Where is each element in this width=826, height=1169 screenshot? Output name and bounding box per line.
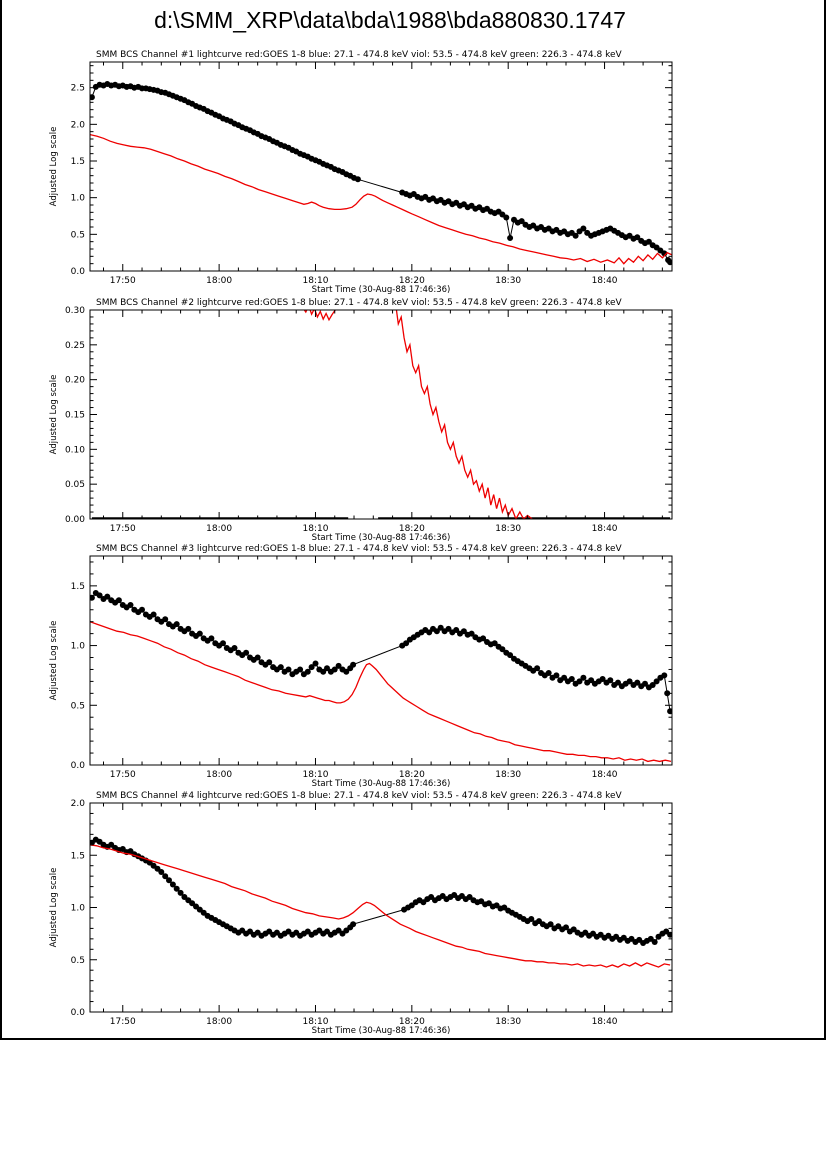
y-tick-label: 0.05 [65,480,85,490]
y-tick-label: 1.5 [71,851,85,861]
bcs-series [90,81,672,266]
x-axis-title: Start Time (30-Aug-88 17:46:36) [312,285,451,295]
y-tick-label: 2.0 [71,799,86,809]
goes-series [303,310,533,519]
panel-title: SMM BCS Channel #1 lightcurve red:GOES 1… [96,50,623,60]
x-tick-label: 18:30 [495,524,521,534]
y-tick-label: 0.15 [65,411,85,421]
x-tick-label: 18:40 [592,770,618,780]
x-tick-label: 18:20 [399,770,425,780]
panel-title: SMM BCS Channel #2 lightcurve red:GOES 1… [96,298,623,308]
y-tick-label: 0.0 [71,1008,86,1018]
x-tick-label: 18:10 [303,524,329,534]
panel-title: SMM BCS Channel #4 lightcurve red:GOES 1… [96,791,623,801]
x-tick-label: 18:40 [592,1017,618,1027]
x-tick-label: 18:30 [495,276,521,286]
x-tick-label: 18:10 [303,770,329,780]
x-tick-label: 18:20 [399,276,425,286]
y-tick-label: 1.0 [71,642,86,652]
x-tick-label: 18:10 [303,1017,329,1027]
y-axis-title: Adjusted Log scale [49,127,59,207]
x-tick-label: 18:30 [495,770,521,780]
x-tick-label: 18:40 [592,524,618,534]
goes-series [90,621,672,763]
y-tick-label: 0.10 [65,445,85,455]
goes-series [90,133,672,265]
x-tick-label: 18:20 [399,524,425,534]
channel-4-chart: 17:50 18:00 18:10 18:20 18:30 18:40 0.0 0.5 1.0 1… [49,791,673,1036]
y-tick-label: 0.0 [71,761,86,771]
y-tick-label: 0.0 [71,267,86,277]
x-tick-label: 18:40 [592,276,618,286]
x-tick-label: 18:10 [303,276,329,286]
x-axis-title: Start Time (30-Aug-88 17:46:36) [312,533,451,543]
y-tick-label: 0.5 [71,701,85,711]
plot-box [89,802,673,1013]
x-tick-label: 18:00 [206,276,232,286]
y-tick-label: 0.30 [65,306,85,316]
y-axis-title: Adjusted Log scale [49,375,59,455]
y-tick-label: 0.5 [71,230,85,240]
x-tick-label: 17:50 [110,524,136,534]
y-tick-label: 0.20 [65,376,85,386]
x-axis-title: Start Time (30-Aug-88 17:46:36) [312,779,451,789]
x-tick-label: 18:20 [399,1017,425,1027]
y-axis-title: Adjusted Log scale [49,621,59,701]
bcs-series [90,836,672,946]
y-tick-label: 1.0 [71,194,86,204]
y-tick-label: 0.5 [71,956,85,966]
channel-3-chart: 17:50 18:00 18:10 18:20 18:30 18:40 0.0 0.5 1.0 1… [49,544,673,789]
x-tick-label: 17:50 [110,276,136,286]
x-tick-label: 17:50 [110,1017,136,1027]
y-axis-title: Adjusted Log scale [49,868,59,948]
x-tick-label: 18:00 [206,524,232,534]
y-tick-label: 1.0 [71,904,86,914]
x-tick-label: 17:50 [110,770,136,780]
x-tick-label: 18:00 [206,1017,232,1027]
y-tick-label: 2.0 [71,120,86,130]
plot-box [89,309,673,520]
plot-box [89,555,673,766]
channel-1-chart: 17:50 18:00 18:10 18:20 18:30 18:40 0.0 0.5 1.0 1… [49,50,673,295]
x-axis-title: Start Time (30-Aug-88 17:46:36) [312,1026,451,1036]
panel-title: SMM BCS Channel #3 lightcurve red:GOES 1… [96,544,623,554]
x-tick-label: 18:30 [495,1017,521,1027]
y-tick-label: 0.25 [65,341,85,351]
y-tick-label: 2.5 [71,84,85,94]
x-tick-label: 18:00 [206,770,232,780]
bcs-series [90,590,672,715]
channel-2-chart: 17:50 18:00 18:10 18:20 18:30 18:40 0.00 0.05 0.… [49,298,673,543]
file-path-title: d:\SMM_XRP\data\bda\1988\bda880830.1747 [154,7,626,33]
goes-series [90,844,671,968]
y-tick-label: 0.00 [65,515,85,525]
plot-box [89,61,673,272]
y-tick-label: 1.5 [71,157,85,167]
y-tick-label: 1.5 [71,582,85,592]
